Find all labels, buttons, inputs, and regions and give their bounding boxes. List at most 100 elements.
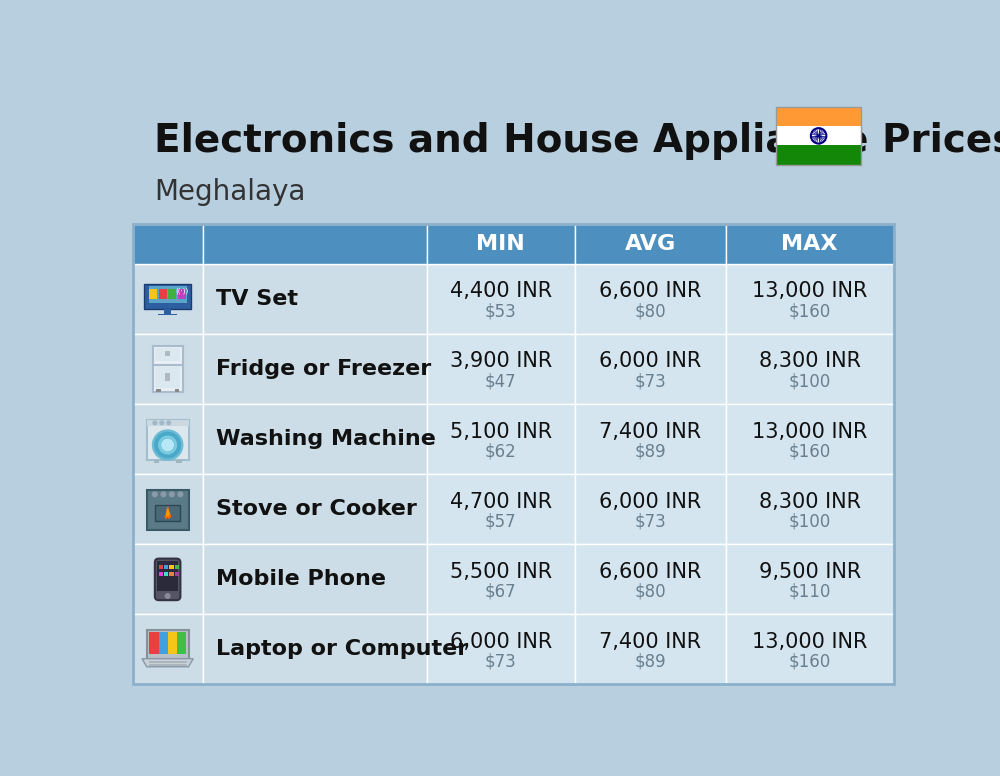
Text: $47: $47 — [485, 372, 517, 390]
Text: $89: $89 — [634, 653, 666, 670]
Bar — [726, 224, 894, 264]
Bar — [574, 615, 726, 684]
Circle shape — [162, 439, 173, 451]
Bar — [164, 310, 171, 314]
Text: 3,900 INR: 3,900 INR — [450, 352, 552, 372]
Bar — [147, 420, 189, 460]
Bar — [154, 460, 159, 462]
Text: Electronics and House Appliance Prices: Electronics and House Appliance Prices — [154, 122, 1000, 160]
Text: $57: $57 — [485, 513, 517, 531]
Text: $89: $89 — [634, 442, 666, 460]
Text: $80: $80 — [634, 303, 666, 320]
Bar — [574, 544, 726, 615]
Text: $73: $73 — [485, 653, 517, 670]
Text: MIN: MIN — [477, 234, 525, 254]
Text: $73: $73 — [634, 513, 666, 531]
Bar — [202, 404, 427, 474]
Bar — [427, 615, 574, 684]
Bar — [147, 490, 189, 530]
Bar — [155, 504, 180, 521]
Bar — [147, 630, 189, 659]
Bar — [427, 264, 574, 334]
Text: 5,500 INR: 5,500 INR — [450, 562, 552, 582]
Text: 6,600 INR: 6,600 INR — [599, 562, 701, 582]
Text: $160: $160 — [789, 442, 831, 460]
Bar — [133, 615, 202, 684]
Text: $100: $100 — [789, 372, 831, 390]
Bar — [178, 289, 186, 299]
Bar — [133, 224, 202, 264]
Text: 9,500 INR: 9,500 INR — [759, 562, 861, 582]
Text: Laptop or Computer: Laptop or Computer — [216, 639, 469, 660]
Bar — [726, 544, 894, 615]
Bar — [202, 615, 427, 684]
Text: 4,400 INR: 4,400 INR — [450, 282, 552, 301]
Bar — [164, 571, 168, 576]
Bar — [202, 334, 427, 404]
Bar — [149, 632, 159, 654]
Text: $53: $53 — [485, 303, 517, 320]
Bar — [159, 565, 163, 570]
Bar — [168, 289, 176, 299]
Bar — [147, 420, 189, 426]
Bar — [155, 348, 180, 361]
Text: $67: $67 — [485, 583, 517, 601]
Bar — [726, 264, 894, 334]
Circle shape — [153, 492, 157, 497]
Circle shape — [169, 492, 174, 497]
Text: Stove or Cooker: Stove or Cooker — [216, 499, 417, 519]
Text: 13,000 INR: 13,000 INR — [752, 421, 867, 442]
Bar — [175, 389, 179, 392]
Text: 13,000 INR: 13,000 INR — [752, 282, 867, 301]
Bar — [726, 334, 894, 404]
Bar — [726, 404, 894, 474]
Text: 13,000 INR: 13,000 INR — [752, 632, 867, 652]
Bar — [159, 571, 163, 576]
Bar — [574, 474, 726, 544]
Bar — [133, 544, 202, 615]
Text: 5,100 INR: 5,100 INR — [450, 421, 552, 442]
Bar — [159, 289, 167, 299]
Text: 8,300 INR: 8,300 INR — [759, 352, 861, 372]
Circle shape — [153, 421, 157, 424]
Text: 6,000 INR: 6,000 INR — [599, 492, 701, 511]
Bar — [149, 289, 157, 299]
Bar — [574, 224, 726, 264]
Bar — [726, 474, 894, 544]
Text: Meghalaya: Meghalaya — [154, 178, 306, 206]
Bar — [175, 571, 179, 576]
Bar — [156, 389, 161, 392]
Text: 6,000 INR: 6,000 INR — [599, 352, 701, 372]
Bar — [155, 365, 180, 388]
Text: $73: $73 — [634, 372, 666, 390]
Text: $160: $160 — [789, 653, 831, 670]
Bar — [158, 314, 177, 316]
Bar — [776, 126, 861, 145]
Bar — [133, 404, 202, 474]
Bar — [574, 334, 726, 404]
Bar — [202, 544, 427, 615]
Bar — [157, 561, 178, 591]
Bar — [168, 632, 177, 654]
Circle shape — [178, 492, 183, 497]
Text: ((·)): ((·)) — [175, 288, 188, 294]
Text: $80: $80 — [634, 583, 666, 601]
Circle shape — [153, 430, 183, 460]
Text: $160: $160 — [789, 303, 831, 320]
Bar — [175, 565, 179, 570]
Bar — [726, 615, 894, 684]
Polygon shape — [142, 659, 193, 667]
Bar — [159, 632, 168, 654]
Bar — [133, 474, 202, 544]
Bar — [574, 404, 726, 474]
Bar — [165, 372, 170, 381]
Bar — [169, 571, 174, 576]
Text: MAX: MAX — [781, 234, 838, 254]
Bar — [202, 264, 427, 334]
Text: 6,000 INR: 6,000 INR — [450, 632, 552, 652]
Bar — [776, 107, 861, 126]
Bar — [776, 107, 861, 165]
Bar — [165, 351, 170, 356]
Bar — [176, 460, 182, 462]
Text: $100: $100 — [789, 513, 831, 531]
